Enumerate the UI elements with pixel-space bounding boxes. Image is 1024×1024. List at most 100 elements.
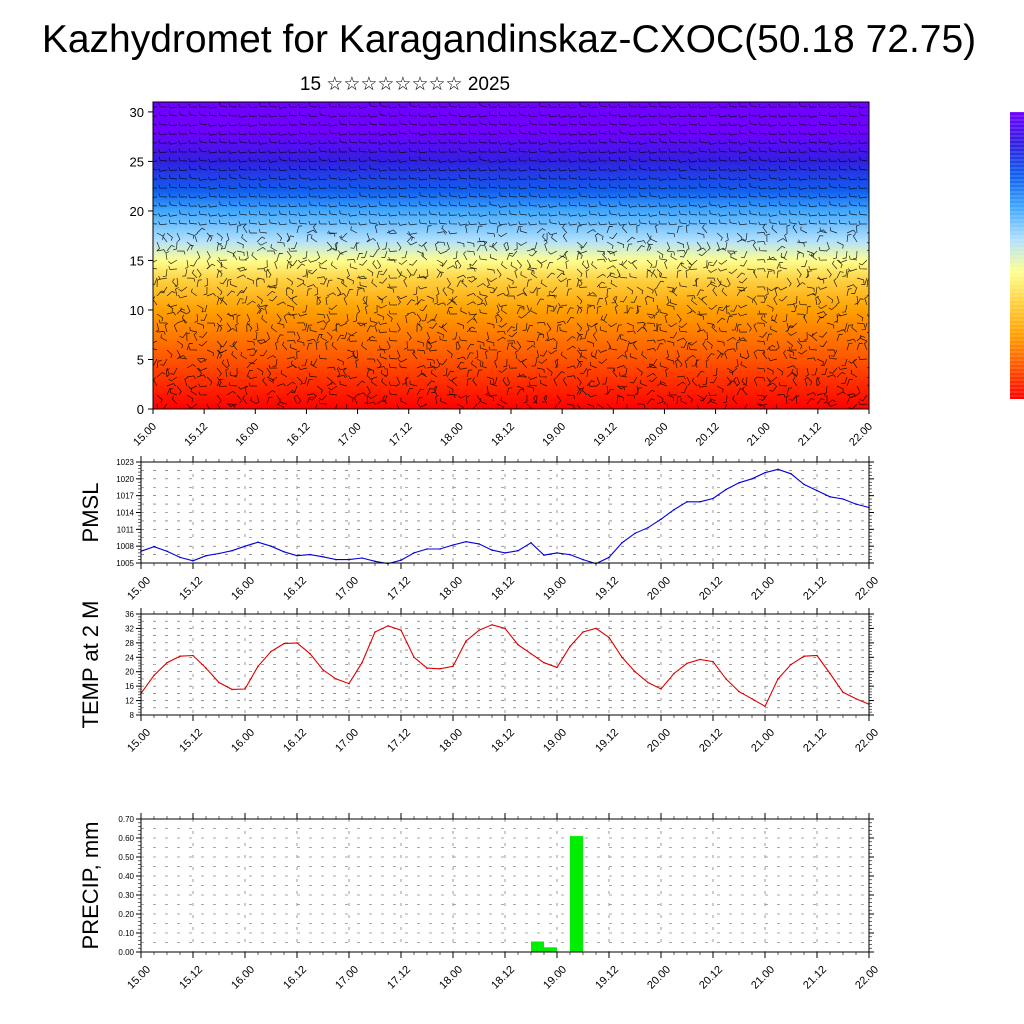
wind-barb bbox=[258, 340, 268, 345]
wind-barb bbox=[416, 365, 426, 369]
wind-barb bbox=[658, 195, 668, 199]
wind-barb bbox=[728, 367, 738, 374]
wind-barb bbox=[433, 295, 438, 305]
wind-barb bbox=[428, 220, 438, 225]
wind-barb bbox=[218, 183, 228, 189]
wind-barb bbox=[768, 201, 778, 207]
wind-barb bbox=[388, 112, 398, 117]
wind-barb bbox=[330, 261, 338, 270]
wind-barb bbox=[748, 220, 758, 225]
wind-barb bbox=[670, 253, 678, 261]
wind-barb bbox=[424, 268, 429, 278]
wind-barb bbox=[503, 358, 508, 368]
wind-barb bbox=[246, 313, 251, 323]
wind-barb bbox=[738, 149, 748, 154]
wind-barb bbox=[326, 331, 333, 341]
wind-barb bbox=[658, 166, 667, 171]
wind-barb bbox=[626, 403, 628, 409]
wind-barb bbox=[388, 166, 398, 171]
wind-barb bbox=[448, 184, 458, 189]
wind-barb bbox=[398, 166, 408, 171]
wind-barb bbox=[826, 322, 835, 329]
wind-barb bbox=[259, 349, 268, 357]
wind-barb bbox=[366, 401, 376, 406]
wind-barb bbox=[818, 247, 828, 252]
wind-barb bbox=[705, 359, 710, 369]
wind-barb bbox=[158, 184, 168, 189]
wind-barb bbox=[418, 285, 428, 290]
wind-barb bbox=[736, 272, 746, 279]
wind-barb bbox=[588, 382, 598, 387]
wind-barb bbox=[230, 280, 238, 288]
wind-barb bbox=[634, 385, 639, 395]
wind-barb bbox=[638, 131, 648, 135]
wind-barb bbox=[768, 256, 778, 261]
wind-barb bbox=[826, 399, 836, 405]
wind-barb bbox=[749, 156, 758, 162]
wind-barb bbox=[218, 131, 228, 136]
wind-barb bbox=[508, 184, 518, 189]
wind-barb bbox=[458, 131, 468, 136]
wind-barb bbox=[752, 269, 758, 279]
wind-barb bbox=[345, 403, 348, 409]
data-point bbox=[543, 661, 545, 664]
wind-barb bbox=[236, 314, 241, 324]
wind-barb bbox=[335, 323, 340, 333]
wind-barb bbox=[190, 259, 198, 267]
wind-barb bbox=[688, 121, 698, 126]
wind-barb bbox=[186, 403, 192, 409]
wind-barb bbox=[430, 362, 438, 369]
wind-barb bbox=[228, 139, 238, 144]
wind-barb bbox=[656, 280, 665, 288]
wind-barb bbox=[588, 148, 598, 153]
wind-barb bbox=[468, 114, 478, 118]
wind-barb bbox=[216, 352, 223, 360]
wind-barb bbox=[362, 296, 368, 306]
wind-barb bbox=[549, 219, 558, 225]
wind-barb bbox=[828, 219, 838, 225]
x-tick-label: 17.00 bbox=[336, 421, 364, 449]
wind-barb bbox=[796, 252, 802, 261]
wind-barb bbox=[355, 359, 359, 369]
data-point bbox=[452, 544, 454, 546]
wind-barb bbox=[238, 210, 248, 216]
wind-barb bbox=[396, 241, 402, 251]
wind-barb bbox=[756, 232, 766, 236]
wind-barb bbox=[309, 165, 318, 171]
wind-barb bbox=[308, 103, 318, 108]
x-tick-label: 18.00 bbox=[437, 964, 465, 992]
wind-barb bbox=[619, 129, 628, 135]
wind-barb bbox=[278, 112, 288, 117]
wind-barb bbox=[448, 176, 458, 181]
data-point bbox=[218, 681, 220, 684]
wind-barb bbox=[626, 394, 636, 399]
data-point bbox=[205, 667, 207, 669]
data-point bbox=[465, 640, 467, 642]
wind-barb bbox=[251, 251, 258, 261]
wind-barb bbox=[648, 376, 658, 383]
wind-barb bbox=[511, 342, 518, 351]
wind-barb bbox=[420, 369, 428, 378]
wind-barb bbox=[758, 166, 768, 171]
wind-barb bbox=[238, 385, 248, 390]
wind-barb bbox=[798, 186, 808, 190]
wind-barb bbox=[153, 296, 158, 306]
wind-barb bbox=[478, 139, 488, 144]
wind-barb bbox=[206, 376, 213, 386]
wind-barb bbox=[609, 345, 618, 351]
wind-barb bbox=[368, 148, 378, 153]
precip-bar bbox=[531, 941, 544, 952]
wind-barb bbox=[736, 337, 746, 342]
wind-barb bbox=[338, 250, 348, 254]
wind-barb bbox=[760, 295, 768, 303]
wind-barb bbox=[646, 286, 654, 294]
wind-barb bbox=[189, 174, 198, 180]
wind-barb bbox=[829, 201, 838, 207]
wind-barb bbox=[279, 398, 288, 405]
wind-barb bbox=[710, 280, 718, 288]
wind-barb bbox=[558, 157, 568, 162]
wind-barb bbox=[272, 358, 278, 367]
wind-barb bbox=[696, 370, 705, 378]
wind-barb bbox=[476, 240, 486, 245]
wind-barb bbox=[785, 395, 790, 405]
